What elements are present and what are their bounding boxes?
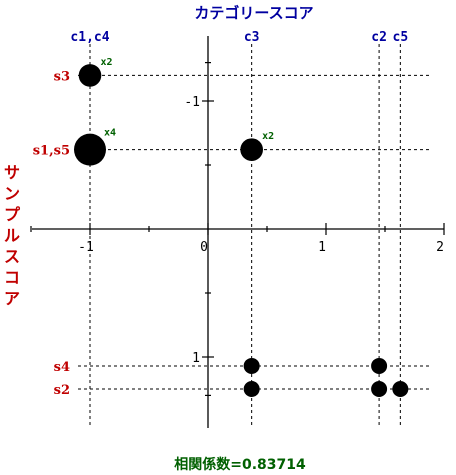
row-labels: s3 s1,s5 s4 s2: [33, 69, 70, 398]
data-points: x2 x4 x2: [74, 57, 409, 397]
correlation-coefficient-label: 相関係数=0.83714: [174, 456, 306, 473]
column-labels: c1,c4 c3 c2 c5: [70, 30, 408, 45]
column-label: c5: [393, 30, 409, 45]
column-label: c2: [371, 30, 387, 45]
y-axis-title-char: ン: [4, 184, 20, 203]
y-tick-label: 1: [192, 351, 200, 366]
row-label: s2: [54, 383, 70, 398]
y-axis-title-char: プ: [4, 205, 21, 224]
data-point: [392, 381, 409, 397]
x-tick-label: 1: [318, 240, 326, 255]
y-tick-label: -1: [184, 95, 200, 110]
data-point: [371, 381, 388, 397]
x-tick-label: 2: [436, 240, 444, 255]
point-count-label: x4: [104, 128, 116, 139]
x-tick-label: 0: [200, 240, 208, 255]
data-point: [371, 357, 388, 374]
row-label: s1,s5: [33, 144, 70, 159]
y-axis-title-char: サ: [4, 163, 20, 182]
axis-ticks: -1 0 1 2 -1 1: [30, 61, 445, 396]
data-point: [74, 133, 106, 166]
column-label: c3: [244, 30, 260, 45]
data-point: [243, 381, 260, 397]
y-axis-title-char: ス: [4, 247, 20, 266]
y-axis-title-char: ア: [4, 289, 20, 308]
row-label: s3: [54, 69, 70, 84]
row-label: s4: [54, 360, 70, 375]
point-count-label: x2: [100, 57, 112, 68]
x-axis-title: カテゴリースコア: [194, 4, 313, 22]
point-count-label: x2: [262, 131, 274, 142]
x-tick-label: -1: [78, 240, 94, 255]
data-point: [243, 357, 260, 374]
data-point: [240, 138, 263, 161]
y-axis-title-char: ル: [4, 226, 20, 245]
y-axis-title-char: コ: [4, 268, 20, 287]
column-label: c1,c4: [70, 30, 109, 45]
data-point: [78, 64, 102, 87]
